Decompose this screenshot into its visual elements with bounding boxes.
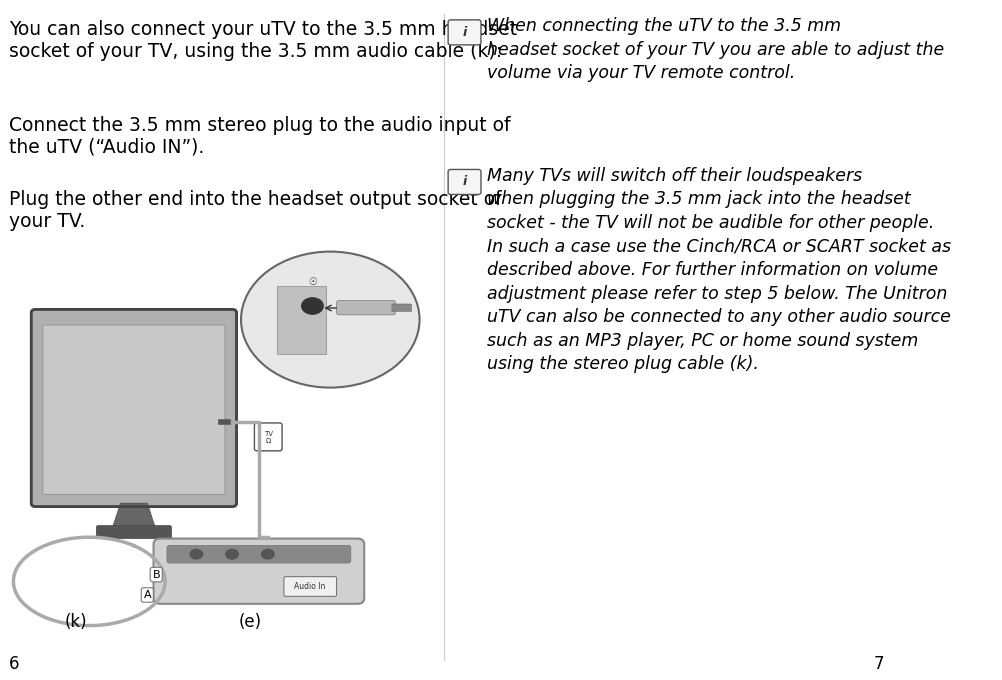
Circle shape <box>240 252 419 388</box>
Circle shape <box>225 549 238 559</box>
Circle shape <box>190 549 202 559</box>
FancyBboxPatch shape <box>337 301 395 315</box>
Text: (k): (k) <box>64 613 87 631</box>
Text: ☉: ☉ <box>308 277 317 287</box>
FancyBboxPatch shape <box>31 309 236 507</box>
Circle shape <box>262 549 274 559</box>
Text: Connect the 3.5 mm stereo plug to the audio input of
the uTV (“Audio IN”).: Connect the 3.5 mm stereo plug to the au… <box>9 116 510 156</box>
Text: When connecting the uTV to the 3.5 mm
headset socket of your TV you are able to : When connecting the uTV to the 3.5 mm he… <box>486 17 943 82</box>
FancyBboxPatch shape <box>153 539 364 604</box>
Text: B: B <box>152 570 160 579</box>
Circle shape <box>302 298 323 314</box>
Text: i: i <box>462 26 466 39</box>
FancyBboxPatch shape <box>96 526 171 539</box>
Text: 7: 7 <box>873 656 883 673</box>
FancyBboxPatch shape <box>392 304 411 311</box>
Polygon shape <box>111 503 156 530</box>
FancyBboxPatch shape <box>277 286 326 354</box>
FancyBboxPatch shape <box>166 545 351 563</box>
Text: You can also connect your uTV to the 3.5 mm headset
socket of your TV, using the: You can also connect your uTV to the 3.5… <box>9 20 517 61</box>
Text: 6: 6 <box>9 656 19 673</box>
Text: Audio In: Audio In <box>294 582 325 592</box>
FancyBboxPatch shape <box>255 423 282 451</box>
FancyBboxPatch shape <box>284 577 337 596</box>
Text: Plug the other end into the headset output socket of
your TV.: Plug the other end into the headset outp… <box>9 190 501 231</box>
Text: i: i <box>462 175 466 188</box>
FancyBboxPatch shape <box>43 325 224 494</box>
FancyBboxPatch shape <box>448 169 481 194</box>
Text: (e): (e) <box>238 613 262 631</box>
Text: A: A <box>143 590 151 600</box>
FancyBboxPatch shape <box>448 20 481 45</box>
Text: TV
Ω: TV Ω <box>264 430 273 444</box>
Text: Many TVs will switch off their loudspeakers
when plugging the 3.5 mm jack into t: Many TVs will switch off their loudspeak… <box>486 167 950 373</box>
